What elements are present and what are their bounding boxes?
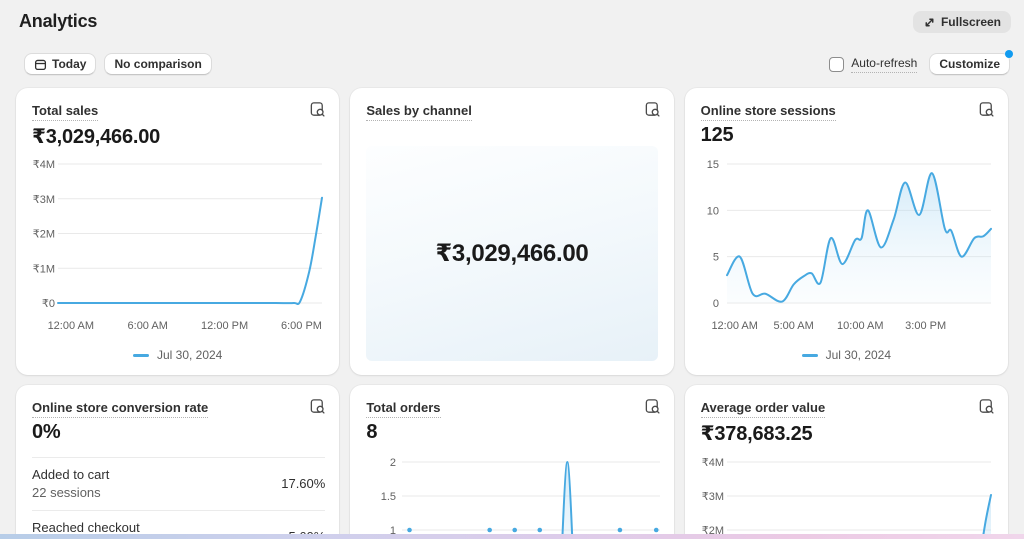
svg-text:₹2M: ₹2M xyxy=(33,229,55,241)
fullscreen-expand-icon xyxy=(923,16,936,29)
svg-text:₹4M: ₹4M xyxy=(701,457,723,469)
conversion-value: 0% xyxy=(32,421,61,443)
svg-text:3:00 PM: 3:00 PM xyxy=(905,320,946,332)
svg-text:5:00 AM: 5:00 AM xyxy=(773,320,813,332)
total-sales-chart[interactable]: ₹4M ₹3M ₹2M ₹1M ₹0 12:00 AM 6:00 AM 12:00 PM 6:0… xyxy=(16,88,339,375)
svg-text:12:00 PM: 12:00 PM xyxy=(201,320,248,332)
sales-by-channel-value: ₹3,029,466.00 xyxy=(435,240,589,267)
svg-text:₹3M: ₹3M xyxy=(701,491,723,503)
funnel-row-added-to-cart[interactable]: Added to cart 22 sessions 17.60% xyxy=(32,457,326,510)
date-range-button[interactable]: Today xyxy=(24,53,97,75)
sessions-chart[interactable]: 15 10 5 0 12:00 AM 5:00 AM 10:00 AM 3:00 PM xyxy=(685,88,1008,375)
aov-value: ₹378,683.25 xyxy=(700,423,813,445)
dashboard-grid: Total sales ₹3,029,466.00 ₹4M ₹3M ₹2M ₹1M ₹0… xyxy=(0,75,1024,539)
view-report-icon[interactable] xyxy=(978,101,995,123)
auto-refresh-checkbox[interactable] xyxy=(829,56,845,72)
svg-text:₹4M: ₹4M xyxy=(33,159,55,171)
orders-value: 8 xyxy=(366,421,378,443)
sales-by-channel-segment[interactable]: ₹3,029,466.00 xyxy=(366,146,658,361)
orders-chart[interactable]: 21.51 xyxy=(350,385,673,539)
svg-text:15: 15 xyxy=(706,159,718,171)
svg-text:1.5: 1.5 xyxy=(381,491,396,503)
page-title: Analytics xyxy=(19,11,98,31)
view-report-icon[interactable] xyxy=(978,398,995,420)
view-report-icon[interactable] xyxy=(309,101,326,123)
svg-text:0: 0 xyxy=(713,298,719,310)
total-sales-legend: Jul 30, 2024 xyxy=(16,348,339,362)
svg-text:6:00 PM: 6:00 PM xyxy=(281,320,322,332)
legend-line-swatch xyxy=(132,353,149,357)
aov-chart[interactable]: ₹4M₹3M₹2M xyxy=(685,385,1008,539)
view-report-icon[interactable] xyxy=(644,101,661,123)
orders-title[interactable]: Total orders xyxy=(366,400,441,418)
page-header: Analytics Fullscreen xyxy=(0,0,1024,33)
svg-text:12:00 AM: 12:00 AM xyxy=(711,320,757,332)
customize-notification-dot xyxy=(1005,50,1013,58)
svg-text:1: 1 xyxy=(390,525,396,537)
calendar-icon xyxy=(34,58,47,71)
auto-refresh-control: Auto-refresh xyxy=(829,56,918,73)
view-report-icon[interactable] xyxy=(309,398,326,420)
conversion-funnel: Added to cart 22 sessions 17.60% Reached… xyxy=(32,457,326,539)
conversion-title[interactable]: Online store conversion rate xyxy=(32,400,209,418)
total-sales-value: ₹3,029,466.00 xyxy=(32,126,161,148)
sessions-value: 125 xyxy=(700,124,734,146)
svg-text:5: 5 xyxy=(713,252,719,264)
svg-text:12:00 AM: 12:00 AM xyxy=(48,320,94,332)
card-conversion-rate: Online store conversion rate 0% Added to… xyxy=(16,385,340,539)
svg-text:6:00 AM: 6:00 AM xyxy=(128,320,168,332)
svg-text:10: 10 xyxy=(706,205,718,217)
svg-text:2: 2 xyxy=(390,457,396,469)
sessions-title[interactable]: Online store sessions xyxy=(700,103,836,121)
card-total-sales: Total sales ₹3,029,466.00 ₹4M ₹3M ₹2M ₹1M ₹0… xyxy=(16,88,340,375)
auto-refresh-label: Auto-refresh xyxy=(851,56,918,73)
card-total-orders: Total orders 8 2 1.5 1 xyxy=(350,385,674,539)
fullscreen-button[interactable]: Fullscreen xyxy=(912,11,1011,33)
aov-title[interactable]: Average order value xyxy=(700,400,826,418)
view-report-icon[interactable] xyxy=(644,398,661,420)
card-average-order-value: Average order value ₹378,683.25 ₹4M ₹3M ₹2… xyxy=(684,385,1008,539)
bottom-gradient-bar xyxy=(0,534,1024,539)
svg-text:₹3M: ₹3M xyxy=(33,194,55,206)
sessions-legend: Jul 30, 2024 xyxy=(685,348,1008,362)
svg-text:10:00 AM: 10:00 AM xyxy=(837,320,883,332)
filters-toolbar: Today No comparison Auto-refresh Customi… xyxy=(24,50,1013,75)
svg-text:₹0: ₹0 xyxy=(42,298,55,310)
customize-button[interactable]: Customize xyxy=(929,50,1013,75)
card-sales-by-channel: Sales by channel ₹3,029,466.00 xyxy=(350,88,674,375)
legend-line-swatch xyxy=(801,353,818,357)
svg-text:₹1M: ₹1M xyxy=(33,263,55,275)
total-sales-title[interactable]: Total sales xyxy=(32,103,99,121)
card-online-store-sessions: Online store sessions 125 15 10 5 0 12:00 AM… xyxy=(684,88,1008,375)
sales-by-channel-title[interactable]: Sales by channel xyxy=(366,103,472,121)
comparison-button[interactable]: No comparison xyxy=(104,53,212,75)
